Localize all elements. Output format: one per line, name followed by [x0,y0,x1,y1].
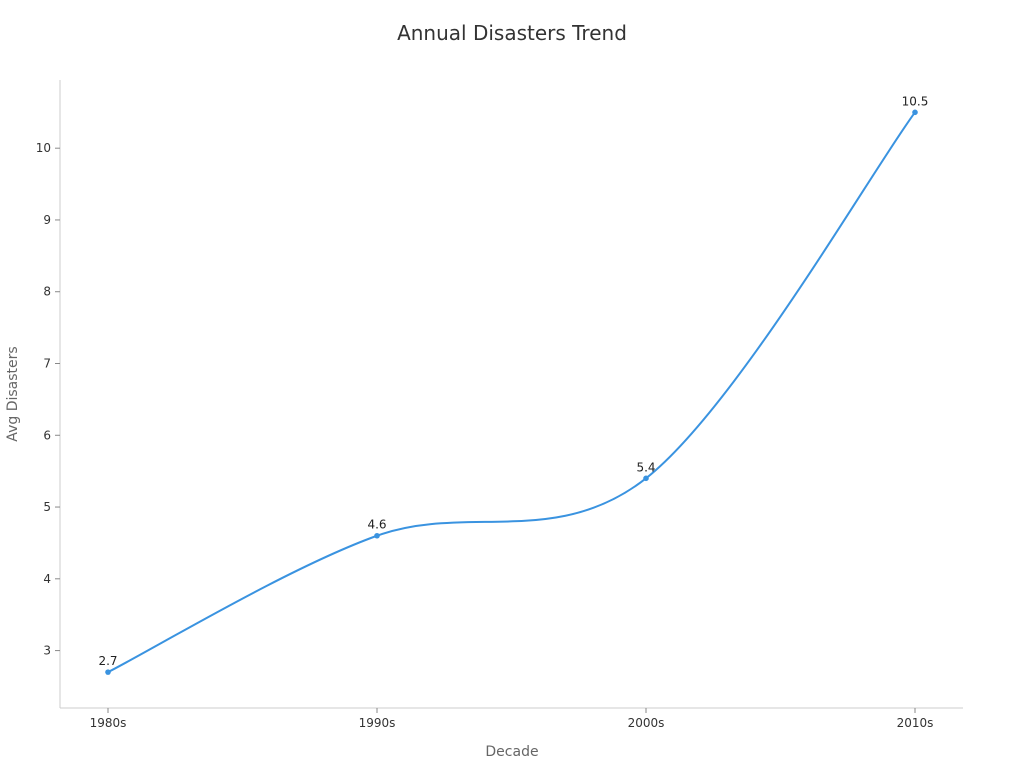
x-tick-label: 2000s [628,716,665,730]
data-point [643,475,649,482]
data-label: 10.5 [902,94,929,108]
x-axis-title: Decade [485,744,538,760]
y-axis-title: Avg Disasters [5,346,21,441]
y-tick-label: 7 [43,356,51,370]
y-tick-label: 3 [43,644,51,658]
y-tick-label: 9 [43,213,51,227]
x-tick-label: 1980s [90,716,127,730]
data-point [105,669,111,675]
series-line [107,111,916,674]
y-axis-ticks: 3 4 5 6 7 8 9 10 [36,141,60,658]
y-tick-label: 6 [43,428,51,442]
chart-title: Annual Disasters Trend [397,21,627,45]
y-tick-label: 5 [43,500,51,514]
x-axis-ticks: 1980s 1990s 2000s 2010s [90,708,934,730]
x-tick-label: 2010s [897,716,934,730]
y-tick-label: 8 [43,285,51,299]
data-label: 4.6 [367,518,386,532]
data-label: 2.7 [98,654,117,668]
data-point [374,532,380,539]
series-group: 2.7 4.6 5.4 10.5 [98,94,928,675]
y-tick-label: 10 [36,141,51,155]
data-label: 5.4 [636,460,655,474]
y-tick-label: 4 [43,572,51,586]
data-point [912,109,918,116]
x-tick-label: 1990s [359,716,396,730]
